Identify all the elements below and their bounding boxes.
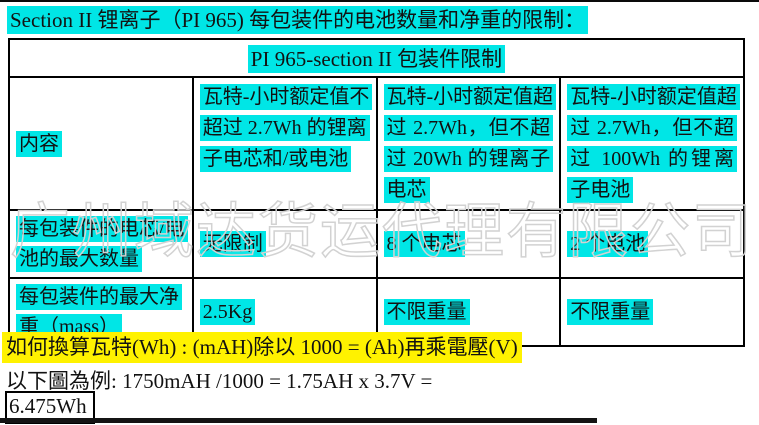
result-value-box: 6.475Wh: [5, 391, 95, 424]
cell-quantity-unlimited-text: 无限制: [199, 231, 266, 257]
cell-weight-unlimited-2-text: 不限重量: [567, 299, 654, 325]
column-header-2-7-to-20wh-text: 瓦特-小时额定值超过 2.7Wh，但不超过 20Wh 的锂离子电芯: [383, 84, 557, 203]
packing-limits-table: PI 965-section II 包装件限制 内容 瓦特-小时额定值不超过 2…: [8, 38, 745, 347]
column-header-2-7-to-20wh: 瓦特-小时额定值超过 2.7Wh，但不超过 20Wh 的锂离子电芯: [375, 76, 562, 211]
cell-weight-unlimited-1-text: 不限重量: [383, 299, 470, 325]
cell-weight-2-5kg-text: 2.5Kg: [199, 299, 256, 325]
table-column-header-row: 内容 瓦特-小时额定值不超过 2.7Wh 的锂离子电芯和/或电池 瓦特-小时额定…: [8, 76, 745, 211]
column-header-2-7-to-100wh-text: 瓦特-小时额定值超过 2.7Wh，但不超过 100Wh 的锂离子电池: [567, 84, 740, 203]
column-header-under-2-7wh: 瓦特-小时额定值不超过 2.7Wh 的锂离子电芯和/或电池: [191, 76, 378, 211]
row-label-max-quantity-text: 每包装件的电芯/电池的最大数量: [16, 216, 188, 272]
bottom-border-line: [0, 418, 597, 423]
column-header-2-7-to-100wh: 瓦特-小时额定值超过 2.7Wh，但不超过 100Wh 的锂离子电池: [559, 76, 745, 211]
cell-weight-unlimited-2: 不限重量: [559, 277, 745, 347]
column-header-content-text: 内容: [16, 130, 62, 157]
cell-quantity-8-cells-text: 8 个电芯: [383, 231, 465, 257]
top-border-line: [0, 0, 759, 2]
table-merged-header-row: PI 965-section II 包装件限制: [8, 38, 745, 78]
watt-hour-formula-text: 如何換算瓦特(Wh) : (mAH)除以 1000 = (Ah)再乘電壓(V): [2, 332, 522, 363]
cell-quantity-unlimited: 无限制: [191, 209, 378, 279]
table-row-max-quantity: 每包装件的电芯/电池的最大数量 无限制 8 个电芯 2 个电池: [8, 209, 745, 279]
cell-quantity-8-cells: 8 个电芯: [375, 209, 562, 279]
calculation-example-line: 以下圖為例: 1750mAH /1000 = 1.75AH x 3.7V =: [6, 369, 433, 393]
table-merged-header-text: PI 965-section II 包装件限制: [247, 45, 506, 73]
document-title-text: Section II 锂离子（PI 965) 每包装件的电池数量和净重的限制：: [7, 6, 589, 34]
cell-quantity-2-batteries-text: 2 个电池: [567, 231, 649, 257]
table-merged-header-cell: PI 965-section II 包装件限制: [8, 38, 745, 78]
document-title: Section II 锂离子（PI 965) 每包装件的电池数量和净重的限制：: [7, 6, 589, 34]
watt-hour-formula-line: 如何換算瓦特(Wh) : (mAH)除以 1000 = (Ah)再乘電壓(V): [2, 331, 522, 363]
cell-quantity-2-batteries: 2 个电池: [559, 209, 745, 279]
column-header-under-2-7wh-text: 瓦特-小时额定值不超过 2.7Wh 的锂离子电芯和/或电池: [199, 84, 373, 172]
row-label-max-quantity: 每包装件的电芯/电池的最大数量: [8, 209, 194, 279]
column-header-content: 内容: [8, 76, 194, 211]
